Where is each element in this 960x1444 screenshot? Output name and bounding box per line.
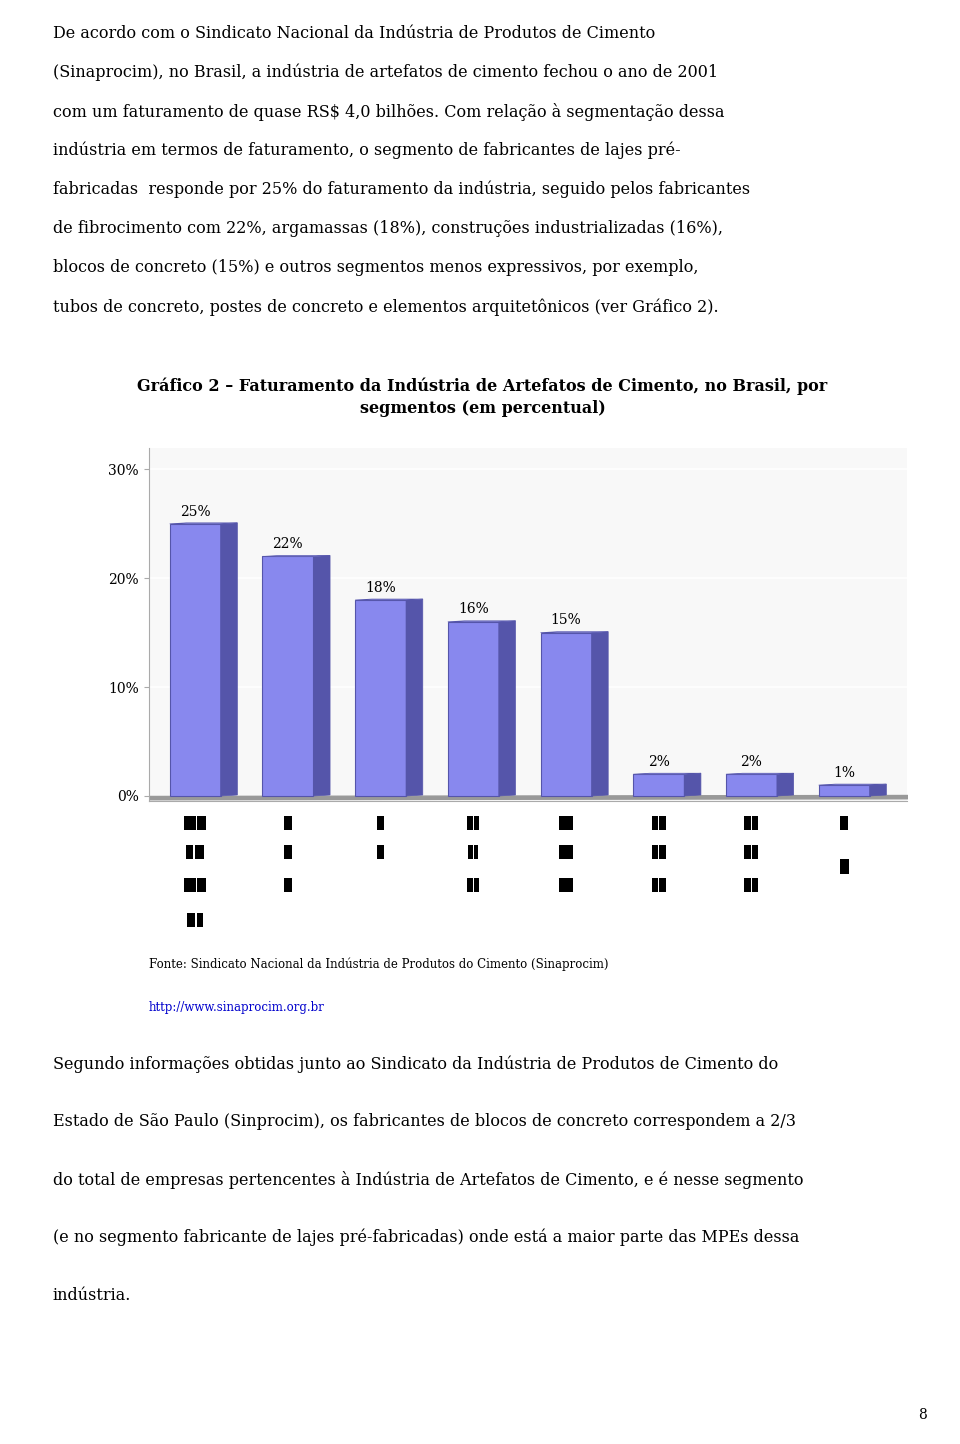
Bar <box>745 845 751 859</box>
Bar <box>184 816 196 830</box>
Bar <box>186 845 193 859</box>
Text: 16%: 16% <box>458 602 489 617</box>
Text: Segundo informações obtidas junto ao Sindicato da Indústria de Produtos de Cimen: Segundo informações obtidas junto ao Sin… <box>53 1056 778 1073</box>
Polygon shape <box>170 524 221 796</box>
Text: indústria.: indústria. <box>53 1287 132 1304</box>
Text: De acordo com o Sindicato Nacional da Indústria de Produtos de Cimento: De acordo com o Sindicato Nacional da In… <box>53 25 655 42</box>
Bar <box>752 816 758 830</box>
Polygon shape <box>262 556 313 796</box>
Text: blocos de concreto (15%) e outros segmentos menos expressivos, por exemplo,: blocos de concreto (15%) e outros segmen… <box>53 260 698 276</box>
Text: tubos de concreto, postes de concreto e elementos arquitetônicos (ver Gráfico 2): tubos de concreto, postes de concreto e … <box>53 297 718 316</box>
Text: Fonte: Sindicato Nacional da Indústria de Produtos do Cimento (Sinaprocim): Fonte: Sindicato Nacional da Indústria d… <box>149 957 609 972</box>
Text: 18%: 18% <box>365 580 396 595</box>
Polygon shape <box>313 556 330 796</box>
Polygon shape <box>591 631 609 796</box>
Bar <box>752 878 758 892</box>
Polygon shape <box>819 786 870 796</box>
Polygon shape <box>634 774 684 796</box>
Text: 8: 8 <box>918 1408 926 1422</box>
Polygon shape <box>777 773 794 796</box>
Bar <box>566 816 573 830</box>
Text: fabricadas  responde por 25% do faturamento da indústria, seguido pelos fabrican: fabricadas responde por 25% do faturamen… <box>53 180 750 198</box>
Polygon shape <box>221 523 237 796</box>
Bar <box>566 845 573 859</box>
Bar <box>377 845 384 859</box>
Bar <box>468 816 473 830</box>
Text: 15%: 15% <box>551 614 582 627</box>
Polygon shape <box>406 599 422 796</box>
Bar <box>197 816 206 830</box>
Bar <box>660 845 665 859</box>
Bar <box>468 845 473 859</box>
Text: 2%: 2% <box>740 755 762 768</box>
Bar <box>745 878 751 892</box>
Bar <box>652 816 659 830</box>
Text: 22%: 22% <box>273 537 303 552</box>
Text: (Sinaprocim), no Brasil, a indústria de artefatos de cimento fechou o ano de 200: (Sinaprocim), no Brasil, a indústria de … <box>53 64 718 81</box>
Polygon shape <box>499 621 516 796</box>
Bar <box>284 878 292 892</box>
Bar <box>474 878 479 892</box>
Text: indústria em termos de faturamento, o segmento de fabricantes de lajes pré-: indústria em termos de faturamento, o se… <box>53 142 681 159</box>
Bar <box>559 816 565 830</box>
Text: 1%: 1% <box>833 765 855 780</box>
Polygon shape <box>870 784 886 796</box>
Bar <box>652 845 659 859</box>
Text: (e no segmento fabricante de lajes pré-fabricadas) onde está a maior parte das M: (e no segmento fabricante de lajes pré-f… <box>53 1229 799 1246</box>
Bar <box>745 816 751 830</box>
Bar <box>195 845 204 859</box>
Bar <box>184 878 196 892</box>
Text: 25%: 25% <box>180 504 210 518</box>
Bar <box>284 816 292 830</box>
Bar <box>197 878 206 892</box>
Text: do total de empresas pertencentes à Indústria de Artefatos de Cimento, e é nesse: do total de empresas pertencentes à Indú… <box>53 1171 804 1188</box>
Bar <box>652 878 659 892</box>
Polygon shape <box>447 622 499 796</box>
Bar <box>566 878 573 892</box>
Bar <box>559 845 565 859</box>
Bar <box>840 816 848 830</box>
Bar <box>197 913 203 927</box>
Polygon shape <box>540 632 591 796</box>
Bar <box>839 859 849 874</box>
Text: com um faturamento de quase RS$ 4,0 bilhões. Com relação à segmentação dessa: com um faturamento de quase RS$ 4,0 bilh… <box>53 103 724 120</box>
Polygon shape <box>726 774 777 796</box>
Polygon shape <box>684 773 701 796</box>
Text: Gráfico 2 – Faturamento da Indústria de Artefatos de Cimento, no Brasil, por
seg: Gráfico 2 – Faturamento da Indústria de … <box>137 377 828 417</box>
Bar <box>660 816 665 830</box>
Text: Estado de São Paulo (Sinprocim), os fabricantes de blocos de concreto correspond: Estado de São Paulo (Sinprocim), os fabr… <box>53 1113 796 1131</box>
Bar <box>468 878 473 892</box>
Bar <box>474 845 478 859</box>
Text: 2%: 2% <box>648 755 670 768</box>
Text: de fibrocimento com 22%, argamassas (18%), construções industrializadas (16%),: de fibrocimento com 22%, argamassas (18%… <box>53 221 723 237</box>
Bar <box>377 816 384 830</box>
Text: http://www.sinaprocim.org.br: http://www.sinaprocim.org.br <box>149 1002 324 1015</box>
Bar <box>559 878 565 892</box>
Bar <box>284 845 292 859</box>
Bar <box>474 816 479 830</box>
Bar <box>660 878 665 892</box>
Bar <box>187 913 195 927</box>
Polygon shape <box>355 601 406 796</box>
Bar <box>752 845 758 859</box>
